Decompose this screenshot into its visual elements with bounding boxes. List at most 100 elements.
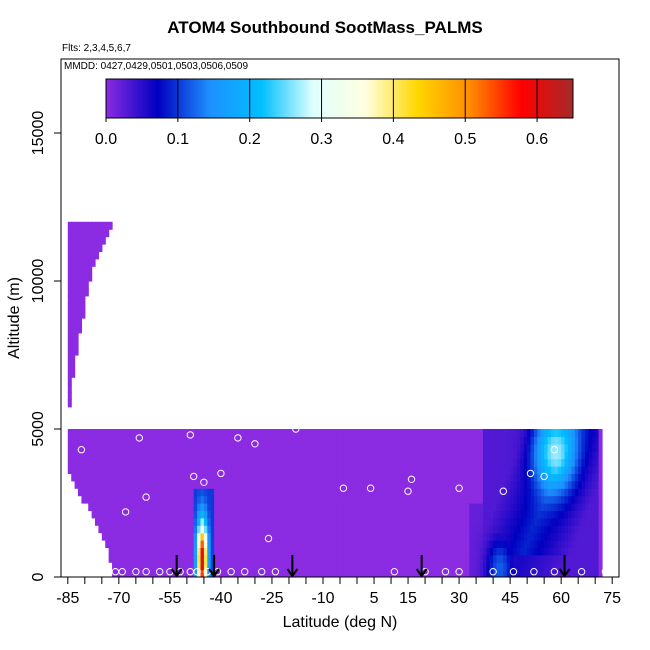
heat-cell <box>537 451 542 460</box>
heat-cell <box>476 458 481 467</box>
heat-cell <box>67 318 72 326</box>
heat-cell <box>74 258 79 267</box>
heat-cell <box>506 451 511 460</box>
heat-cell <box>278 517 283 526</box>
heat-cell <box>217 488 222 497</box>
observation-point <box>196 357 205 365</box>
heat-cell <box>557 569 562 577</box>
heat-cell <box>343 429 348 437</box>
heat-cell <box>200 569 205 577</box>
heat-cell <box>112 554 117 563</box>
heat-cell <box>241 517 246 526</box>
heat-cell <box>71 295 76 304</box>
heat-cell <box>316 547 321 556</box>
heat-cell <box>448 503 453 511</box>
heat-cell <box>544 525 549 534</box>
heat-cell <box>394 532 399 541</box>
heat-cell <box>319 554 324 563</box>
heat-cell <box>227 436 232 445</box>
heat-cell <box>425 517 430 526</box>
heat-cell <box>180 480 185 489</box>
heat-cell <box>425 569 430 577</box>
observation-point <box>244 274 252 282</box>
heat-cell <box>486 562 491 571</box>
heat-cell <box>537 540 542 548</box>
heat-cell <box>231 451 236 460</box>
heat-cell <box>340 510 344 519</box>
heat-cell <box>503 525 508 534</box>
observation-point <box>264 534 273 543</box>
heat-cell <box>561 429 566 437</box>
heat-cell <box>428 429 433 437</box>
heat-cell <box>598 562 603 571</box>
heat-cell <box>564 517 569 526</box>
heat-cell <box>425 436 430 445</box>
heat-cell <box>404 547 409 556</box>
heat-cell <box>180 517 185 526</box>
heat-cell <box>254 473 259 482</box>
heat-cell <box>333 458 338 467</box>
heat-cell <box>265 443 270 452</box>
heat-cell <box>258 562 263 571</box>
heat-cell <box>224 569 229 577</box>
heat-cell <box>370 532 375 541</box>
heat-cell <box>299 488 304 497</box>
heat-cell <box>169 540 174 548</box>
heat-cell <box>210 562 215 571</box>
heat-cell <box>129 532 134 541</box>
heat-cell <box>122 547 127 556</box>
heat-cell <box>550 436 555 445</box>
heat-cell <box>227 458 232 467</box>
heat-cell <box>343 458 348 467</box>
heat-cell <box>285 532 290 541</box>
heat-cell <box>125 554 130 563</box>
heat-cell <box>292 429 297 437</box>
heat-cell <box>251 503 256 511</box>
heat-cell <box>329 480 334 489</box>
heat-cell <box>190 540 195 548</box>
heat-cell <box>571 554 576 563</box>
heat-cell <box>299 517 304 526</box>
heat-cell <box>67 281 72 289</box>
heat-cell <box>394 569 399 577</box>
heat-cell <box>578 495 583 504</box>
heat-cell <box>418 495 423 504</box>
heat-cell <box>418 458 423 467</box>
heat-cell <box>112 517 117 526</box>
heat-cell <box>496 436 501 445</box>
heat-cell <box>578 562 583 571</box>
heat-cell <box>462 517 467 526</box>
heat-cell <box>357 473 362 482</box>
heat-cell <box>149 547 154 556</box>
heat-cell <box>401 480 406 489</box>
heat-cell <box>241 503 246 511</box>
heat-cell <box>414 451 419 460</box>
heat-cell <box>305 429 310 437</box>
heat-cell <box>241 473 246 482</box>
heat-cell <box>533 451 538 460</box>
heat-cell <box>353 554 358 563</box>
heat-cell <box>476 554 481 563</box>
heat-cell <box>442 473 447 482</box>
observation-point <box>241 398 249 407</box>
heat-cell <box>203 495 208 504</box>
heat-cell <box>380 458 385 467</box>
heat-cell <box>295 480 300 489</box>
heat-cell <box>527 517 532 526</box>
heat-cell <box>530 532 535 541</box>
heat-cell <box>482 488 487 497</box>
heat-cell <box>129 436 134 445</box>
heat-cell <box>510 466 515 474</box>
observation-point <box>111 235 120 244</box>
heat-cell <box>237 525 242 534</box>
heat-cell <box>231 547 236 556</box>
heat-cell <box>118 547 123 556</box>
heat-cell <box>258 503 263 511</box>
heat-cell <box>401 569 406 577</box>
heat-cell <box>190 480 195 489</box>
heat-cell <box>418 466 423 474</box>
heat-cell <box>166 429 171 437</box>
heat-cell <box>397 562 402 571</box>
heat-cell <box>159 473 164 482</box>
heat-cell <box>217 532 222 541</box>
